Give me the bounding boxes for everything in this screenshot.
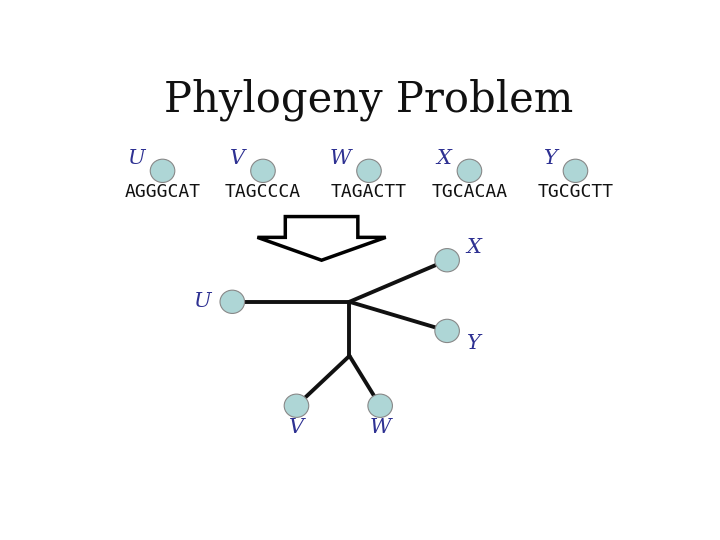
Ellipse shape: [356, 159, 382, 183]
Ellipse shape: [457, 159, 482, 183]
Text: U: U: [127, 149, 145, 168]
Text: Y: Y: [467, 334, 481, 353]
Ellipse shape: [284, 394, 309, 417]
Text: Phylogeny Problem: Phylogeny Problem: [164, 79, 574, 122]
Ellipse shape: [368, 394, 392, 417]
Ellipse shape: [251, 159, 275, 183]
Text: TAGACTT: TAGACTT: [331, 183, 407, 201]
Ellipse shape: [435, 248, 459, 272]
Ellipse shape: [563, 159, 588, 183]
Text: AGGGCAT: AGGGCAT: [125, 183, 201, 201]
Text: W: W: [369, 418, 391, 437]
Polygon shape: [258, 217, 386, 260]
Text: Y: Y: [544, 149, 557, 168]
Ellipse shape: [220, 290, 245, 313]
Text: X: X: [467, 238, 482, 257]
Ellipse shape: [435, 319, 459, 342]
Text: V: V: [289, 418, 304, 437]
Text: W: W: [330, 149, 351, 168]
Ellipse shape: [150, 159, 175, 183]
Text: TGCACAA: TGCACAA: [431, 183, 508, 201]
Text: TGCGCTT: TGCGCTT: [537, 183, 613, 201]
Text: X: X: [437, 149, 451, 168]
Text: TAGCCCA: TAGCCCA: [225, 183, 301, 201]
Text: U: U: [193, 292, 210, 311]
Text: V: V: [230, 149, 245, 168]
